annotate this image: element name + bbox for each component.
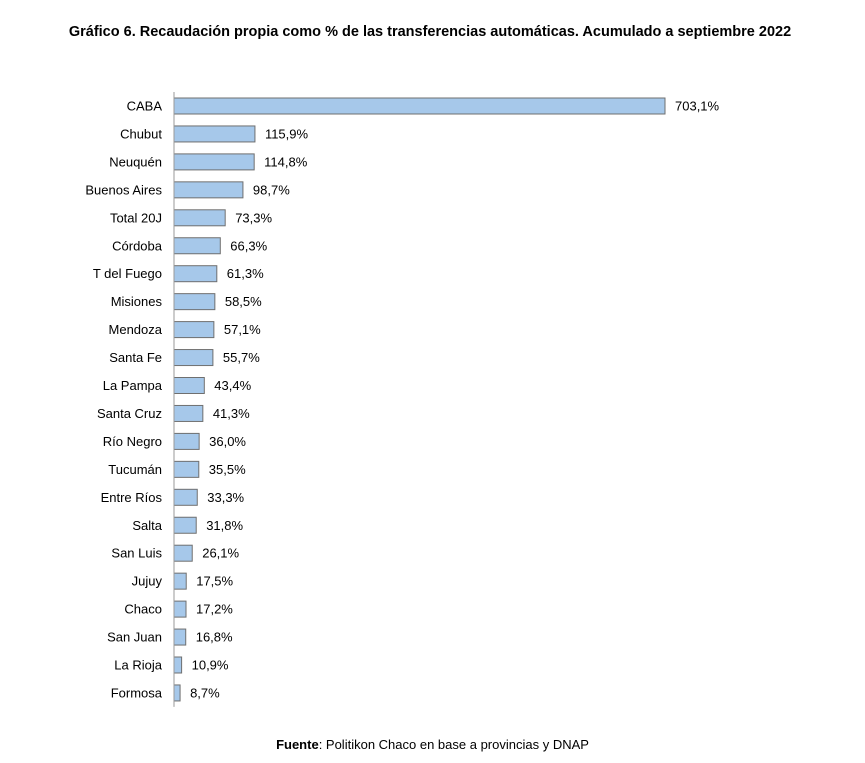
bar: [173, 209, 226, 227]
data-label: 55,7%: [223, 350, 260, 365]
data-label: 115,9%: [265, 126, 309, 141]
data-label: 10,9%: [192, 658, 229, 673]
bar: [173, 656, 183, 674]
bar: [173, 377, 205, 394]
category-label: Córdoba: [112, 238, 163, 253]
bar: [173, 125, 256, 143]
data-label: 16,8%: [196, 630, 233, 645]
bar: [173, 181, 244, 199]
category-label: Santa Fe: [109, 350, 162, 365]
category-label: Total 20J: [110, 210, 162, 225]
bar: [173, 321, 215, 339]
data-label: 41,3%: [213, 406, 250, 421]
data-label: 35,5%: [209, 462, 246, 477]
category-label: Salta: [132, 518, 162, 533]
bars-layer: [173, 97, 666, 702]
bar: [173, 516, 197, 534]
data-label: 17,5%: [196, 574, 233, 589]
category-label: Río Negro: [103, 434, 162, 449]
bar: [173, 600, 187, 618]
category-label: Mendoza: [109, 322, 163, 337]
bar: [173, 404, 204, 422]
bar: [173, 432, 200, 450]
chart-title: Gráfico 6. Recaudación propia como % de …: [68, 24, 792, 40]
data-label: 58,5%: [225, 294, 262, 309]
bar: [173, 349, 214, 367]
data-label: 31,8%: [206, 518, 243, 533]
data-label: 17,2%: [196, 602, 233, 617]
data-label: 703,1%: [675, 99, 720, 114]
category-label: San Juan: [107, 630, 162, 645]
source-note: Fuente: Politikon Chaco en base a provin…: [0, 737, 865, 752]
data-label: 43,4%: [214, 378, 251, 393]
data-label: 57,1%: [224, 322, 261, 337]
labels-layer: CABA 703,1% Chubut 115,9% Neuquén 114,8% Bueno…: [85, 99, 719, 701]
category-label: Jujuy: [132, 574, 163, 589]
data-label: 98,7%: [253, 182, 290, 197]
source-label: Fuente: [276, 737, 319, 752]
data-label: 66,3%: [230, 238, 267, 253]
category-label: Chubut: [120, 126, 162, 141]
bar: [173, 544, 193, 562]
data-label: 61,3%: [227, 266, 264, 281]
category-label: T del Fuego: [93, 266, 162, 281]
bar: [173, 572, 187, 590]
bar: [173, 265, 218, 283]
data-label: 36,0%: [209, 434, 246, 449]
category-label: CABA: [127, 99, 163, 114]
category-label: La Pampa: [103, 378, 163, 393]
data-label: 73,3%: [235, 210, 272, 225]
bar: [173, 488, 198, 506]
bar: [173, 153, 255, 171]
data-label: 114,8%: [264, 154, 308, 169]
category-label: Formosa: [111, 685, 163, 700]
category-label: Entre Ríos: [101, 490, 163, 505]
bar: [173, 293, 216, 311]
bar: [173, 460, 200, 478]
category-label: La Rioja: [114, 658, 162, 673]
data-label: 26,1%: [202, 546, 239, 561]
category-label: Misiones: [111, 294, 163, 309]
category-label: Santa Cruz: [97, 406, 162, 421]
data-label: 8,7%: [190, 685, 220, 700]
category-label: Neuquén: [109, 154, 162, 169]
category-label: Tucumán: [108, 462, 162, 477]
bar: [173, 237, 221, 255]
bar: [173, 97, 666, 115]
bar: [173, 628, 187, 646]
category-label: San Luis: [111, 546, 162, 561]
category-label: Buenos Aires: [85, 182, 162, 197]
bar: [173, 684, 181, 702]
source-text: : Politikon Chaco en base a provincias y…: [318, 737, 589, 752]
data-label: 33,3%: [207, 490, 244, 505]
category-label: Chaco: [124, 602, 162, 617]
